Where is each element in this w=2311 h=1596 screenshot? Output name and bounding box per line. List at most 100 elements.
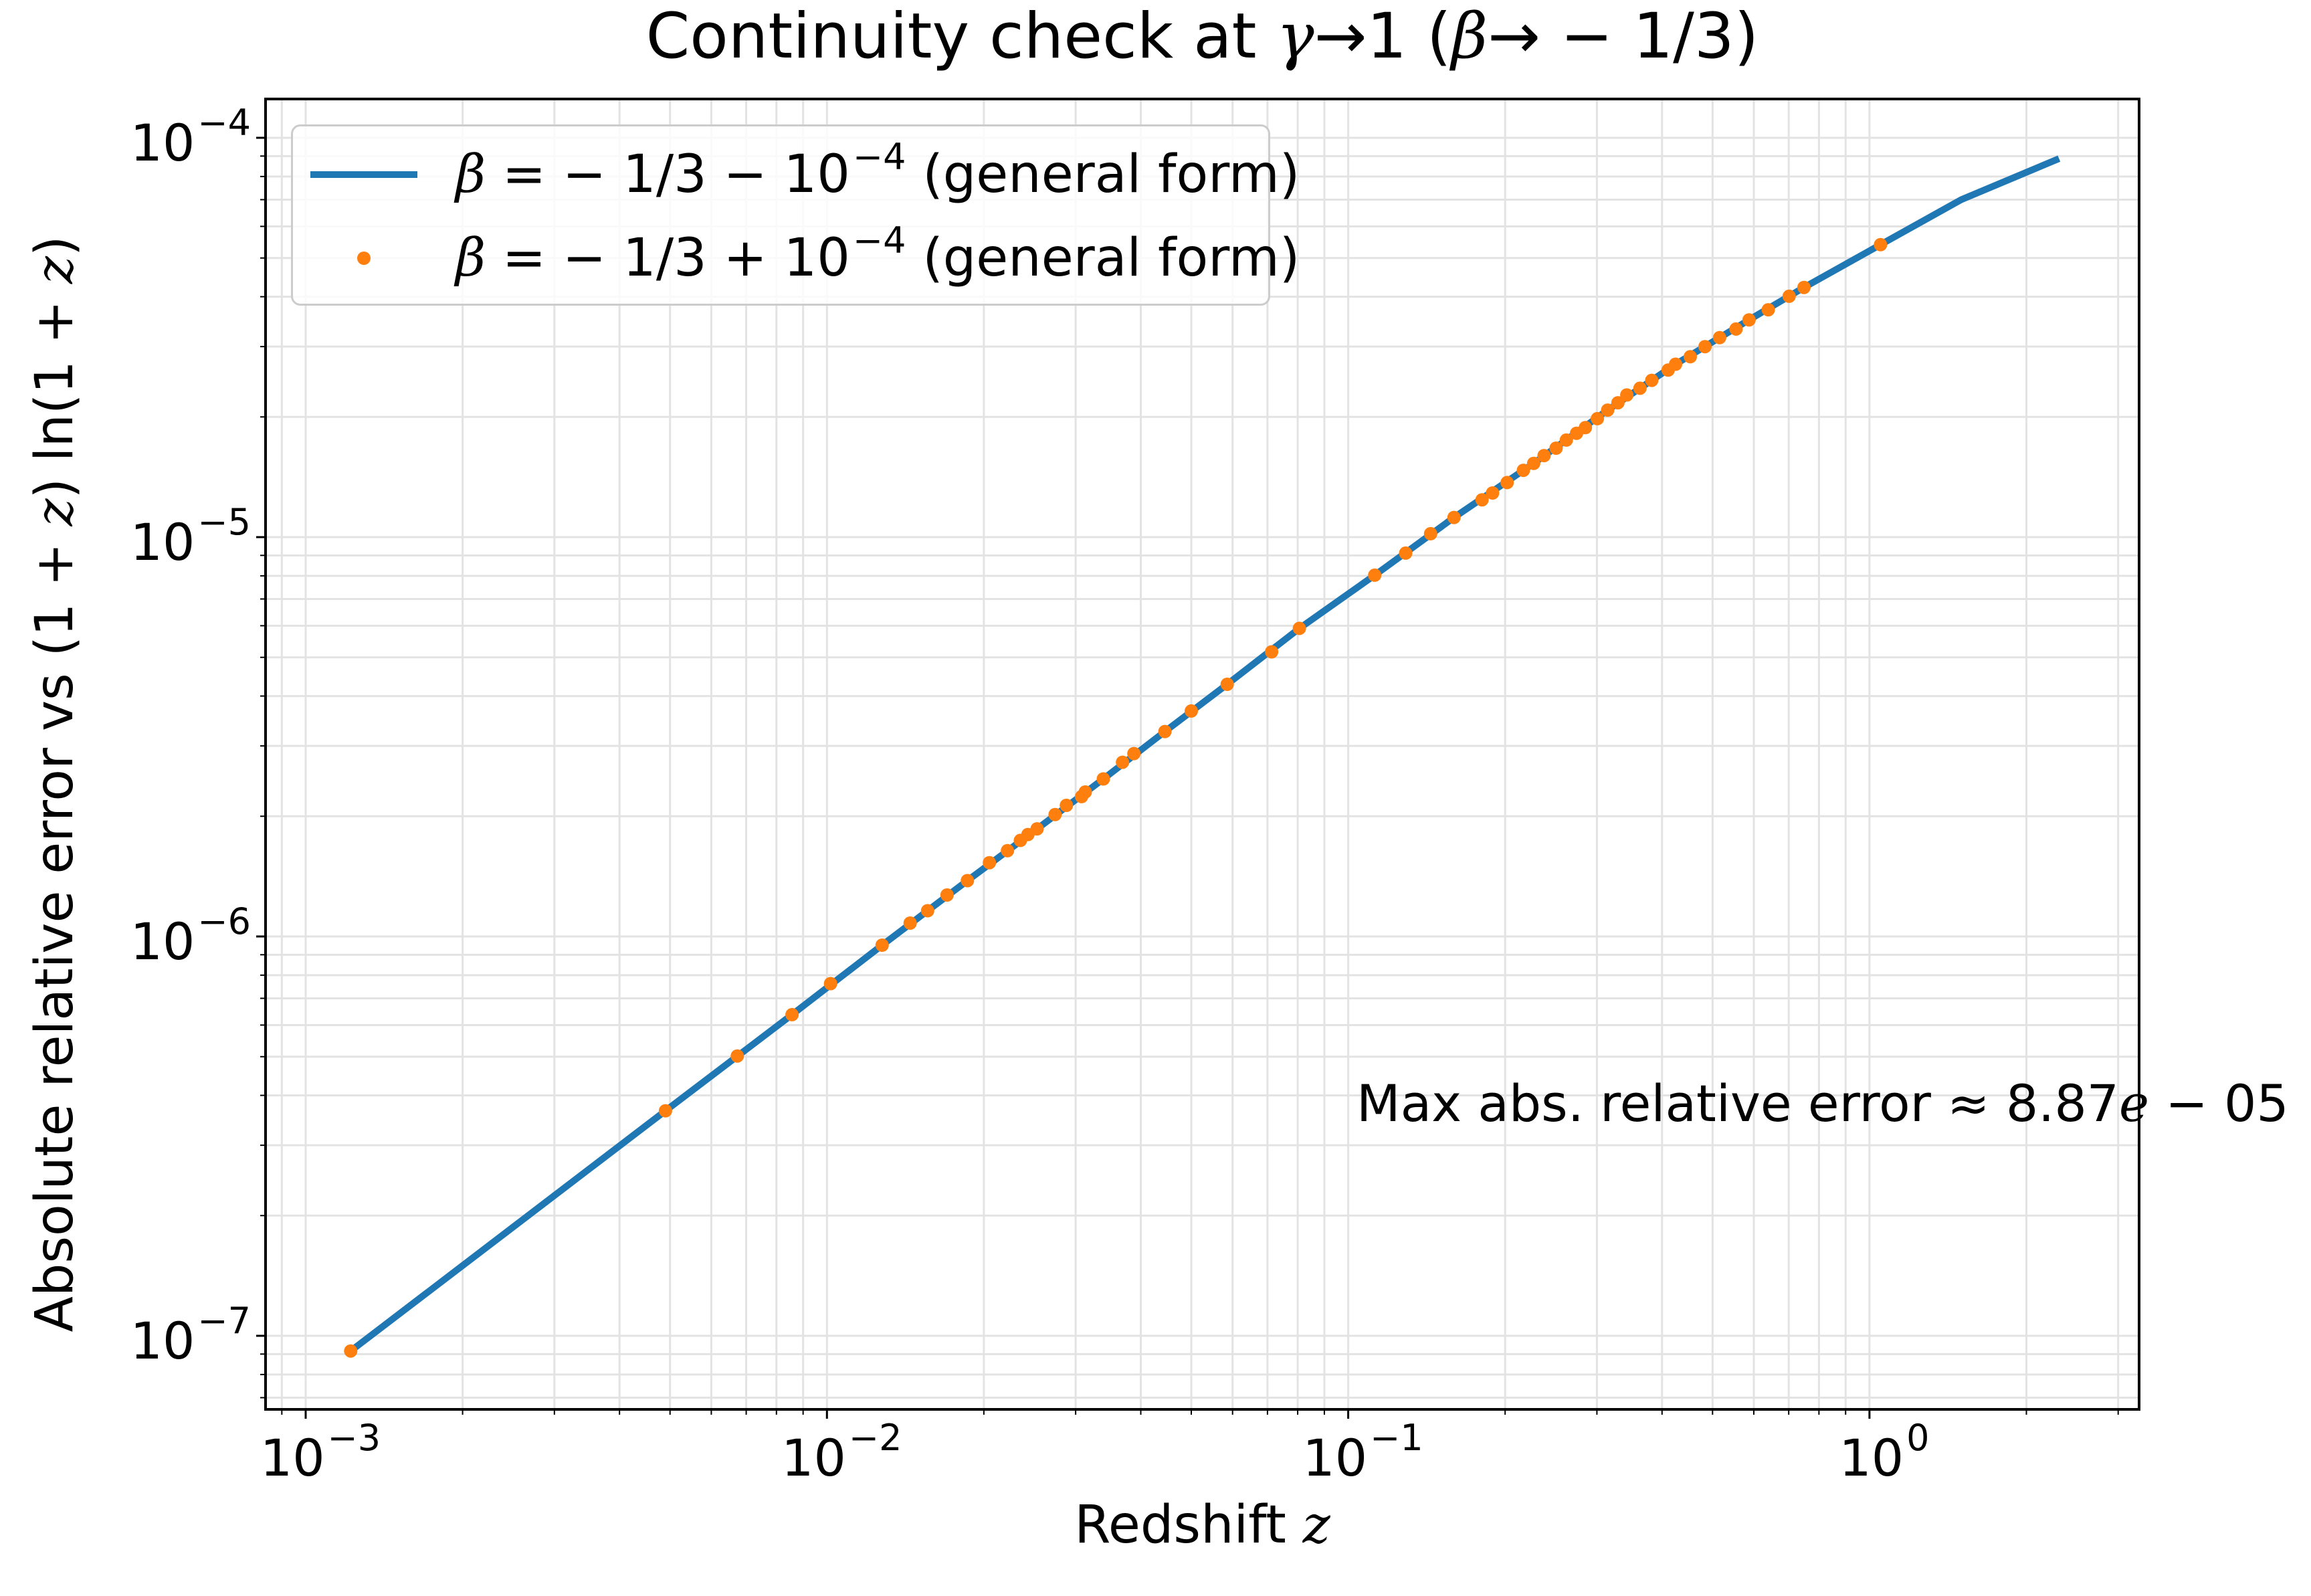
data-point-marker [730,1049,744,1063]
x-axis-label-var: z [1302,1495,1330,1555]
series-markers-beta-plus [344,237,1888,1358]
line-path [348,155,2061,1354]
data-point-marker [1645,373,1659,387]
y-axis-label-end: ) [25,235,85,256]
legend-exp: −4 [852,219,906,262]
data-point-marker [1158,724,1172,738]
legend-suffix: (general form) [906,144,1300,205]
y-tick-label: 10−7 [130,1300,251,1371]
chart-title: Continuity check at γ→1 (β→ − 1/3) [266,0,2139,74]
max-error-annotation: Max abs. relative error ≈ 8.87e − 05 [1357,1070,2289,1137]
data-point-marker [1127,746,1141,761]
data-point-marker [1549,441,1563,455]
data-point-marker [1591,411,1605,425]
data-point-marker [344,1344,358,1358]
annotation-e: e [2119,1074,2150,1133]
data-point-marker [1742,313,1756,327]
data-point-marker [983,856,997,870]
data-point-marker [823,977,837,991]
legend-text: = − 1/3 − 10 [486,144,850,205]
axis-ticks [256,136,2119,1419]
data-point-marker [1761,303,1775,317]
data-point-marker [1698,340,1712,354]
data-point-marker [1797,280,1811,294]
data-point-marker [875,938,889,952]
x-tick-label: 10−1 [1302,1417,1423,1488]
data-point-marker [940,888,954,902]
data-point-marker [920,904,934,918]
data-point-marker [1611,396,1625,410]
data-point-marker [1684,350,1697,364]
data-point-marker [1096,772,1110,786]
data-point-marker [1060,799,1074,812]
data-point-marker [1516,464,1530,478]
annotation-exp: − 05 [2149,1074,2289,1133]
data-point-marker [1030,822,1044,836]
y-tick-label: 10−5 [130,501,251,572]
data-point-marker [1048,807,1062,821]
x-tick-label: 10−3 [260,1417,381,1488]
data-point-marker [1874,237,1888,252]
y-axis-label-mid: ) ln(1 + [25,284,85,499]
legend: β = − 1/3 − 10−4 (general form) β = − 1/… [291,124,1300,306]
x-tick-label: 10−2 [781,1417,902,1488]
data-point-marker [1078,785,1092,799]
legend-label: β = − 1/3 + 10−4 (general form) [456,219,1300,297]
data-point-marker [1579,421,1593,435]
title-text-mid: →1 ( [1314,0,1451,73]
series-line-beta-minus [348,155,2061,1354]
y-tick-label: 10−6 [130,900,251,971]
data-point-marker [1620,388,1634,402]
legend-exp: −4 [852,136,906,178]
legend-beta: β [456,144,486,205]
x-axis-label: Redshift z [266,1492,2139,1559]
data-point-marker [1729,322,1743,336]
title-text-end: → − 1/3) [1488,0,1759,73]
data-point-marker [1500,476,1514,490]
data-point-marker [658,1104,672,1118]
data-point-marker [1669,357,1682,371]
data-point-marker [961,874,975,888]
data-point-marker [1116,755,1130,769]
data-point-marker [1265,645,1279,659]
legend-beta: β [456,228,486,288]
data-point-marker [1601,403,1615,417]
data-point-marker [1712,330,1726,344]
data-point-marker [1475,493,1489,507]
data-point-marker [1399,546,1413,560]
data-point-marker [1633,381,1647,395]
annotation-text: Max abs. relative error ≈ 8.87 [1357,1074,2120,1133]
y-axis-label-z: z [25,498,85,526]
legend-suffix: (general form) [906,228,1300,288]
data-point-marker [785,1007,799,1021]
data-point-marker [1526,456,1540,470]
y-axis-label: Absolute relative error vs (1 + z) ln(1 … [25,182,85,1386]
data-point-marker [1368,568,1382,582]
title-text: Continuity check at [645,0,1277,73]
legend-item-beta-minus: β = − 1/3 − 10−4 (general form) [293,136,1300,208]
data-point-marker [1292,621,1306,635]
y-tick-label: 10−4 [130,102,251,173]
data-point-marker [1782,289,1796,303]
data-point-marker [1447,510,1461,524]
title-gamma: γ [1276,0,1314,73]
legend-line-swatch-icon [310,171,417,178]
x-tick-label: 100 [1839,1417,1930,1488]
data-point-marker [1559,433,1573,447]
x-axis-label-text: Redshift [1074,1495,1303,1555]
legend-dot-swatch-icon [357,252,371,265]
data-point-marker [1486,486,1500,500]
y-axis-label-text: Absolute relative error vs (1 + [25,526,85,1332]
title-beta: β [1451,0,1488,73]
y-axis-label-z2: z [25,256,85,284]
data-point-marker [1220,678,1234,691]
data-point-marker [903,916,917,930]
legend-label: β = − 1/3 − 10−4 (general form) [456,136,1300,213]
data-point-marker [1423,526,1437,540]
data-point-marker [1001,843,1015,858]
data-point-marker [1537,449,1551,463]
data-point-marker [1185,704,1198,718]
legend-text: = − 1/3 + 10 [486,228,850,288]
legend-item-beta-plus: β = − 1/3 + 10−4 (general form) [293,219,1300,292]
plot-frame [264,98,2140,1411]
